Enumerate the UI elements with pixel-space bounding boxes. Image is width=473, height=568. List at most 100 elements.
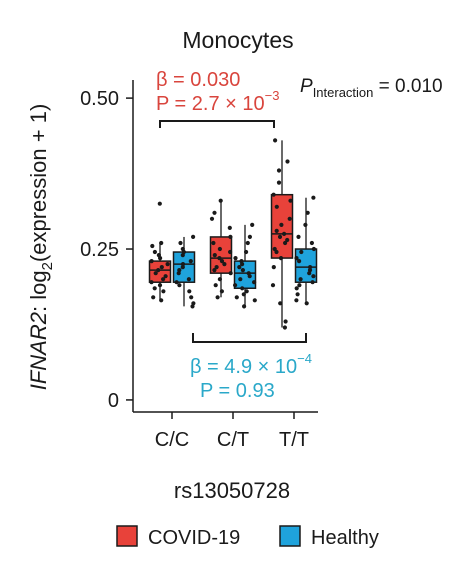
data-point: [288, 198, 293, 203]
data-point: [279, 222, 284, 227]
data-point: [214, 265, 219, 270]
data-point: [212, 268, 217, 273]
chart-title: Monocytes: [182, 27, 293, 53]
data-point: [252, 280, 257, 285]
box-healthy-cc: [172, 234, 196, 309]
box-plots: [148, 138, 318, 330]
x-axis: C/C C/T T/T: [133, 411, 318, 451]
x-axis-label: rs13050728: [174, 478, 290, 503]
data-point: [234, 295, 239, 300]
data-point: [305, 210, 310, 215]
data-point: [309, 240, 314, 246]
data-point: [297, 259, 302, 264]
data-point: [282, 325, 287, 330]
data-point: [176, 271, 181, 276]
legend: COVID-19 Healthy: [116, 525, 379, 549]
data-point: [283, 319, 288, 324]
data-point: [228, 234, 233, 239]
legend-swatch-healthy: [279, 525, 301, 547]
y-tick-label: 0.25: [80, 239, 119, 261]
data-point: [271, 192, 276, 197]
interaction-p-subscript: Interaction: [313, 85, 374, 100]
data-point: [242, 304, 247, 309]
y-tick-label: 0.50: [80, 88, 119, 110]
box-body: [233, 260, 257, 290]
data-point: [276, 180, 282, 185]
data-point: [285, 159, 290, 164]
box-covid19-ct: [209, 198, 233, 300]
data-point: [311, 195, 316, 200]
data-point: [186, 277, 191, 282]
data-point: [187, 289, 192, 294]
healthy-beta-exponent: −4: [297, 351, 312, 366]
box-covid19-cc: [148, 201, 172, 303]
y-axis-label-part: : log: [26, 270, 51, 312]
data-point: [150, 243, 155, 249]
data-point: [177, 283, 182, 288]
data-point: [285, 237, 290, 243]
data-point: [191, 234, 196, 239]
interaction-p-label: PInteraction = 0.010: [300, 76, 443, 100]
box-healthy-tt: [294, 195, 318, 306]
data-point: [227, 225, 232, 230]
data-point: [311, 246, 316, 252]
data-point: [212, 253, 217, 258]
data-point: [245, 240, 250, 246]
data-point: [161, 289, 166, 294]
covid-beta-label: β = 0.030: [156, 69, 240, 91]
legend-swatch-covid: [116, 525, 138, 547]
data-point: [240, 268, 245, 273]
data-point: [241, 292, 246, 297]
data-point: [244, 249, 249, 255]
data-point: [296, 234, 301, 239]
data-point: [165, 262, 170, 267]
box-body: [294, 248, 318, 283]
data-point: [273, 138, 278, 143]
data-point: [159, 240, 164, 246]
data-point: [174, 280, 179, 285]
data-point: [310, 280, 315, 285]
data-point: [298, 277, 303, 282]
data-point: [161, 277, 166, 282]
y-axis-label: IFNAR2: log2(expression + 1): [26, 104, 56, 391]
healthy-beta-prefix: β = 4.9 × 10: [190, 356, 297, 378]
data-point: [252, 298, 257, 303]
y-axis-label-gene: IFNAR2: [26, 312, 51, 390]
data-point: [294, 256, 299, 261]
data-point: [247, 234, 252, 239]
data-point: [238, 277, 243, 282]
data-point: [308, 265, 313, 270]
covid-annotation: β = 0.030 P = 2.7 × 10−3: [156, 69, 279, 128]
interaction-p-value: = 0.010: [373, 76, 442, 97]
data-point: [157, 201, 162, 206]
data-point: [151, 295, 156, 300]
data-point: [159, 265, 164, 270]
data-point: [217, 246, 222, 252]
covid-p-exponent: −3: [265, 88, 280, 103]
data-point: [271, 265, 276, 270]
box-healthy-ct: [233, 222, 257, 309]
data-point: [217, 277, 222, 282]
data-point: [219, 259, 225, 264]
data-point: [180, 262, 186, 267]
data-point: [222, 262, 227, 267]
data-point: [295, 292, 300, 297]
data-point: [274, 249, 279, 255]
data-point: [209, 216, 215, 221]
data-point: [233, 256, 238, 261]
data-point: [219, 289, 224, 294]
data-point: [299, 249, 304, 255]
covid-p-label: P = 2.7 × 10−3: [156, 88, 279, 115]
data-point: [277, 234, 283, 239]
data-point: [278, 256, 284, 261]
legend-label-healthy: Healthy: [311, 527, 379, 549]
x-tick-label: C/T: [217, 429, 249, 451]
data-point: [303, 222, 308, 227]
data-point: [240, 262, 245, 267]
data-point: [244, 289, 249, 294]
data-point: [283, 240, 288, 246]
y-axis: 0 0.25 0.50: [80, 80, 134, 412]
x-tick-label: C/C: [155, 429, 189, 451]
healthy-bracket: [192, 333, 307, 343]
